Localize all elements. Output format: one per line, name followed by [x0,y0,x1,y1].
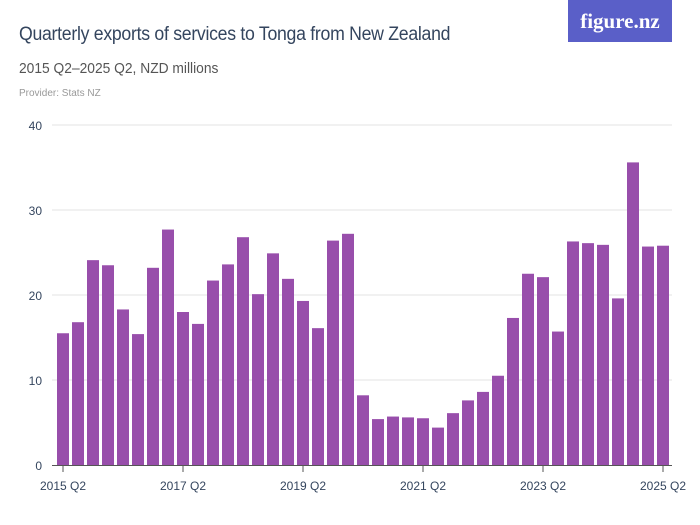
bar [597,244,609,465]
bar [207,280,219,465]
y-tick-label: 40 [29,119,43,133]
bar [417,418,429,465]
bar [57,333,69,465]
x-tick-label: 2015 Q2 [40,479,86,493]
bar [477,391,489,465]
bar [552,331,564,465]
bar [372,419,384,465]
bar [177,312,189,465]
chart-title: Quarterly exports of services to Tonga f… [19,24,451,45]
x-tick-label: 2019 Q2 [280,479,326,493]
bar [492,375,504,465]
bar [132,334,144,465]
bar [237,237,249,465]
y-tick-label: 0 [35,459,42,473]
bar [147,267,159,465]
y-tick-label: 20 [29,289,43,303]
bar [117,309,129,465]
bar [222,264,234,465]
bar [72,322,84,465]
x-tick-label: 2021 Q2 [400,479,446,493]
bar [657,245,669,465]
bar [102,265,114,465]
x-tick-label: 2023 Q2 [520,479,566,493]
x-tick-label: 2025 Q2 [640,479,686,493]
bar [522,273,534,465]
bar [297,300,309,465]
provider-label: Provider: Stats NZ [19,88,101,99]
chart-subtitle: 2015 Q2–2025 Q2, NZD millions [19,60,219,77]
bar [327,240,339,465]
bar [282,278,294,465]
bar [192,323,204,465]
bar [432,427,444,465]
bar [462,400,474,465]
bar [582,243,594,465]
figure-nz-logo[interactable]: figure.nz [568,0,672,42]
bar [537,277,549,465]
bar [627,162,639,465]
bar [267,253,279,465]
bar [567,241,579,465]
x-tick-label: 2017 Q2 [160,479,206,493]
y-tick-label: 30 [29,204,43,218]
bar [87,260,99,465]
bar [612,298,624,465]
bar [162,229,174,465]
bar [387,416,399,465]
bar [402,417,414,465]
bar [312,328,324,465]
bar [342,233,354,465]
bar [252,294,264,465]
bar [507,317,519,465]
bar [447,413,459,465]
bar [642,246,654,465]
bar [357,395,369,465]
y-tick-label: 10 [29,374,43,388]
